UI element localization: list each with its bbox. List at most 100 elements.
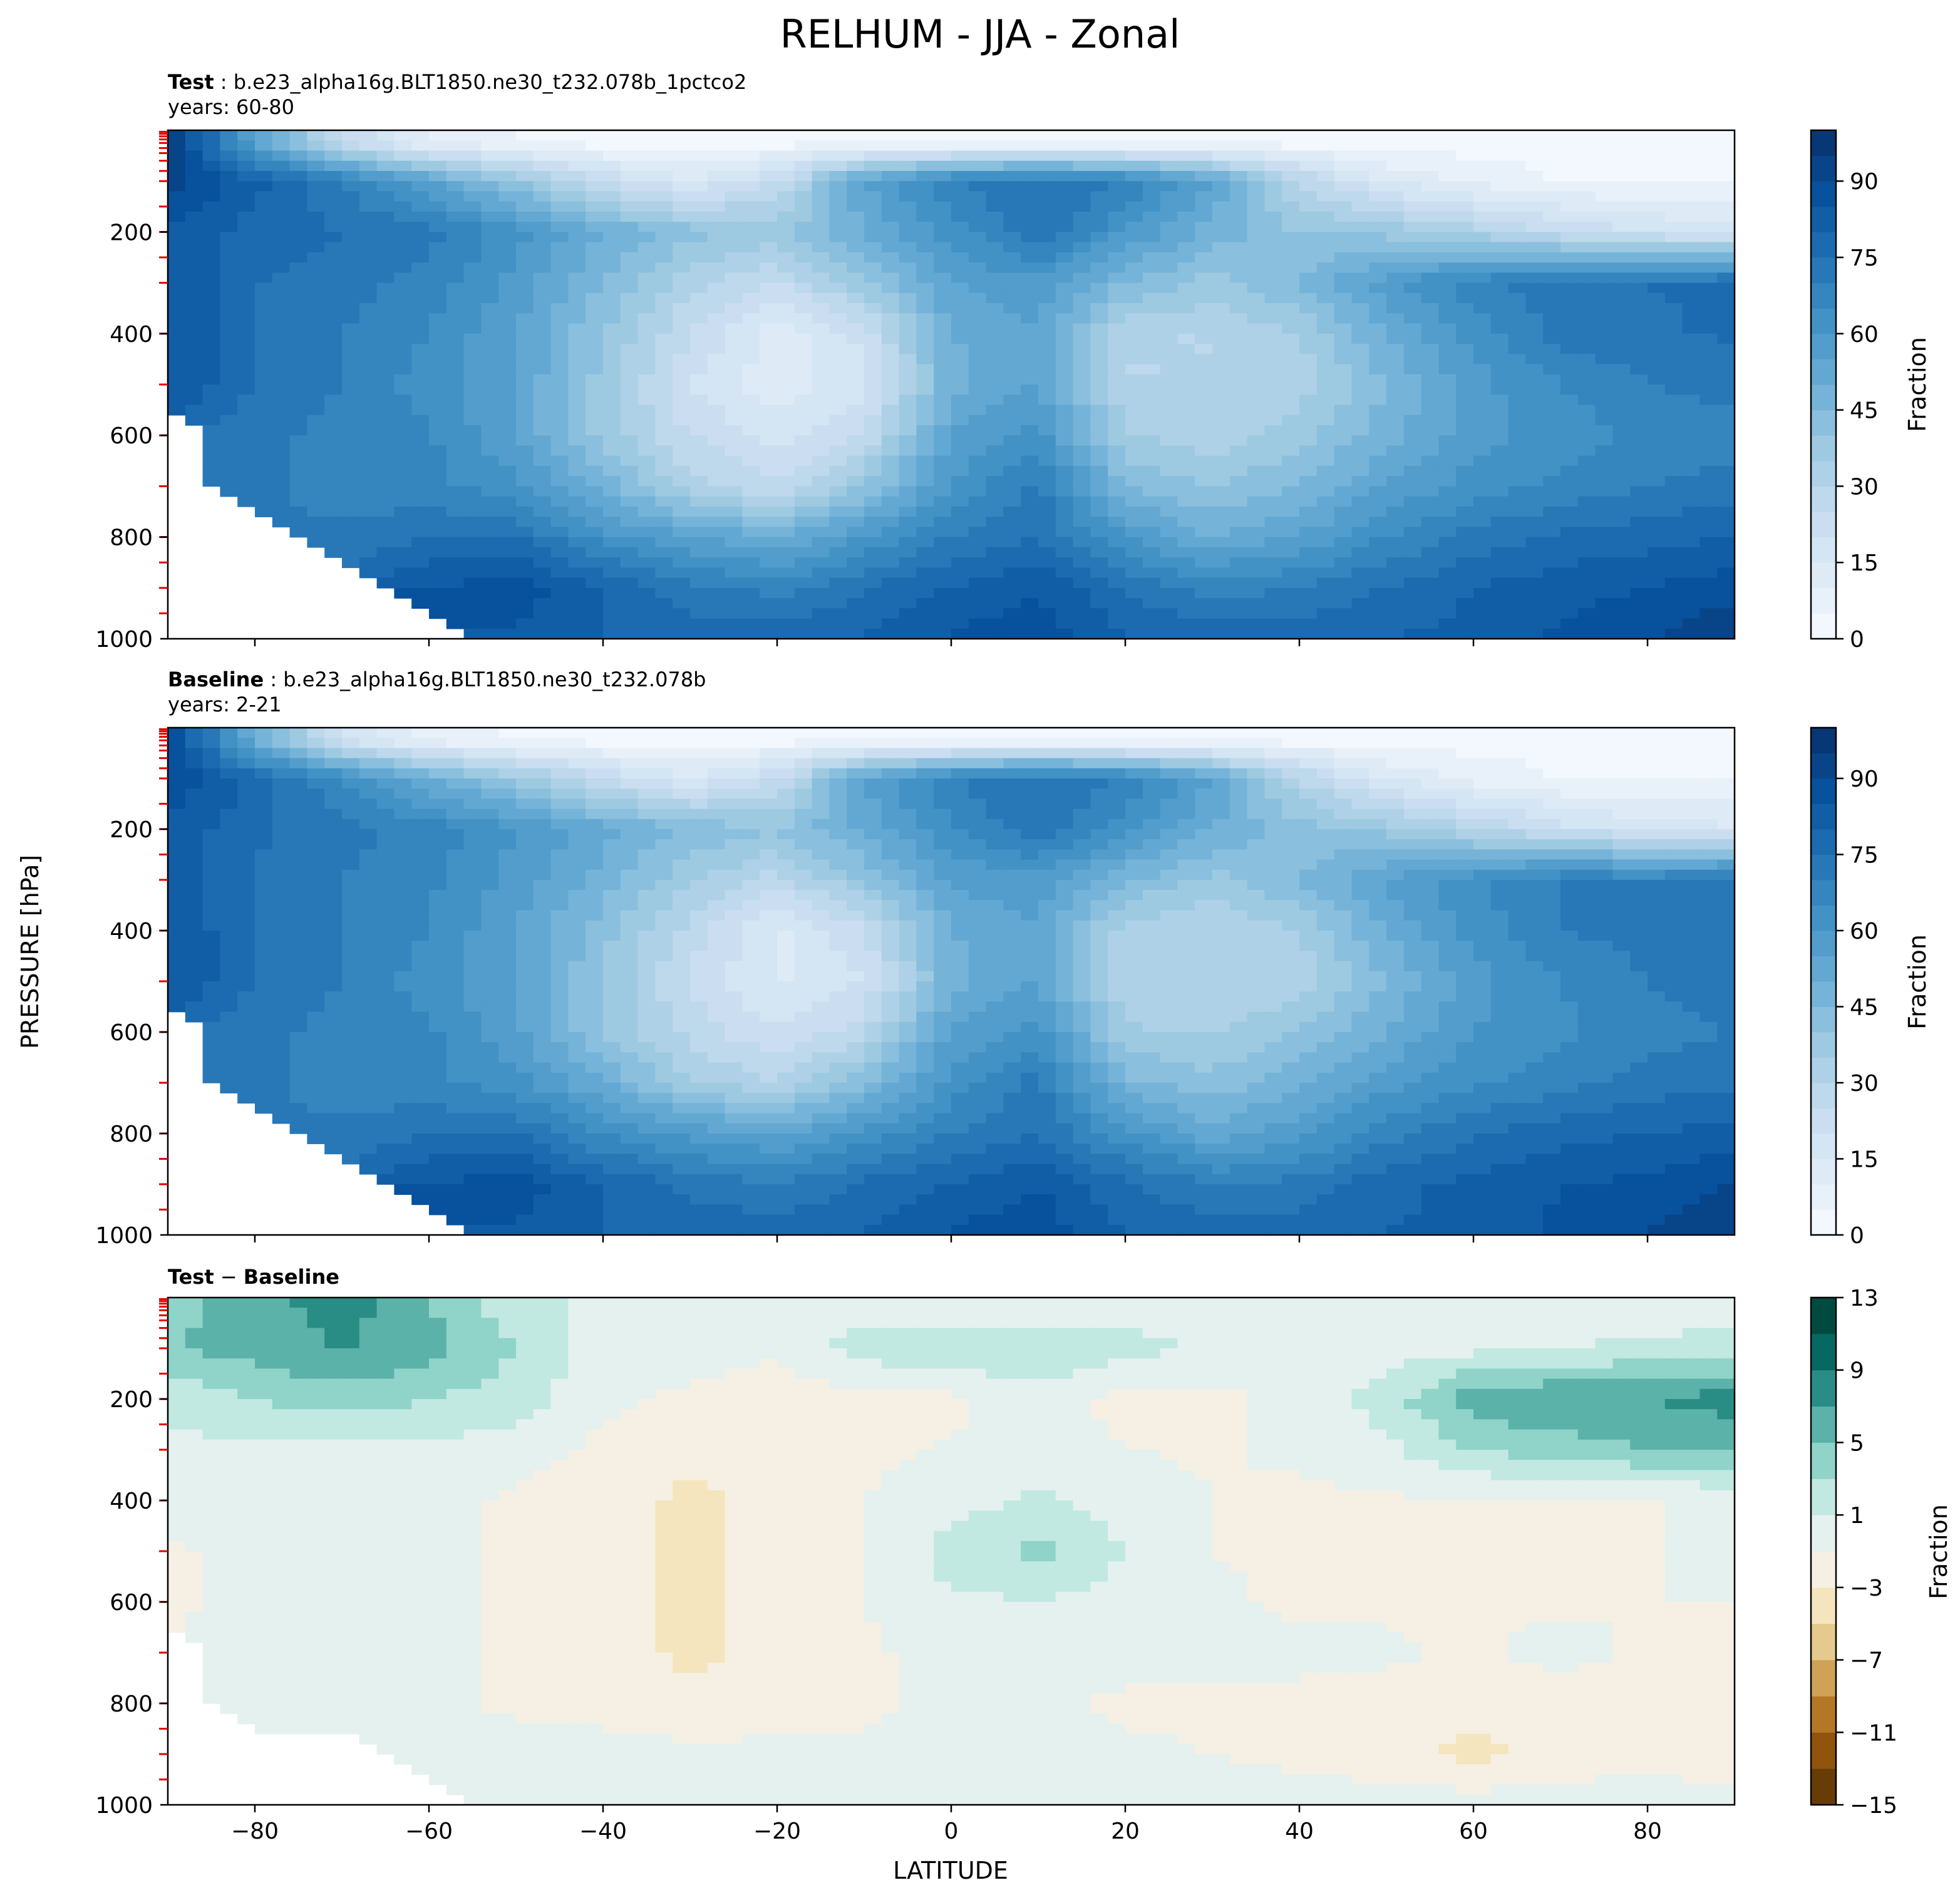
test-field-cell xyxy=(934,232,952,243)
test-field-cell xyxy=(168,395,186,406)
test-field-cell xyxy=(760,435,778,447)
test-field-cell xyxy=(1299,445,1318,457)
test-field-cell xyxy=(1073,364,1091,375)
test-field-cell xyxy=(777,150,795,162)
test-field-cell xyxy=(916,567,934,579)
test-field-cell xyxy=(637,445,656,457)
test-field-cell xyxy=(463,313,482,324)
test-field-cell xyxy=(968,211,987,222)
test-field-cell xyxy=(916,395,934,406)
test-field-cell xyxy=(864,333,882,344)
test-field-cell xyxy=(1160,303,1179,314)
baseline-field-cell xyxy=(794,738,813,749)
test-field-cell xyxy=(934,567,952,579)
test-field-cell xyxy=(1142,577,1161,589)
baseline-field-cell xyxy=(1456,788,1474,800)
test-field-cell xyxy=(899,344,917,355)
test-field-cell xyxy=(794,415,813,426)
test-field-cell xyxy=(1577,445,1596,457)
test-field-cell xyxy=(1682,385,1701,396)
test-field-cell xyxy=(968,150,987,162)
test-field-cell xyxy=(1195,445,1213,457)
test-field-cell xyxy=(1247,140,1266,152)
test-field-cell xyxy=(1577,354,1596,365)
test-field-cell xyxy=(1664,425,1683,436)
test-field-cell xyxy=(1700,537,1718,548)
test-field-cell xyxy=(1473,465,1492,477)
test-field-cell xyxy=(550,222,569,233)
test-field-cell xyxy=(1177,557,1195,569)
test-field-cell xyxy=(916,364,934,375)
baseline-field-cell xyxy=(1212,758,1230,769)
test-field-cell xyxy=(1247,496,1266,507)
test-field-cell xyxy=(568,232,586,243)
test-field-cell xyxy=(481,628,499,639)
test-field-cell xyxy=(655,333,673,344)
test-field-cell xyxy=(1700,354,1718,365)
baseline-field-cell xyxy=(951,748,969,759)
test-field-cell xyxy=(516,385,534,396)
test-field-cell xyxy=(673,395,691,406)
baseline-field-cell xyxy=(289,728,308,738)
baseline-field-cell xyxy=(603,778,621,789)
baseline-field-cell xyxy=(1560,778,1579,789)
test-field-cell xyxy=(429,567,447,579)
test-field-cell xyxy=(1351,527,1369,538)
test-field-cell xyxy=(429,445,447,457)
test-field-cell xyxy=(777,598,795,609)
test-field-cell xyxy=(968,435,987,447)
test-field-cell xyxy=(429,272,447,284)
test-field-cell xyxy=(637,577,656,589)
test-field-cell xyxy=(1108,354,1126,365)
test-field-cell xyxy=(376,170,395,182)
test-field-cell xyxy=(446,587,465,599)
test-field-cell xyxy=(1264,170,1282,182)
baseline-field-cell xyxy=(272,788,291,800)
test-field-cell xyxy=(986,587,1004,599)
test-field-cell xyxy=(446,465,465,477)
test-field-cell xyxy=(1630,262,1648,274)
test-field-cell xyxy=(1560,608,1579,619)
test-field-cell xyxy=(516,395,534,406)
test-field-cell xyxy=(1543,537,1561,548)
baseline-field-cell xyxy=(603,748,621,759)
test-field-cell xyxy=(881,517,900,528)
test-field-cell xyxy=(829,557,847,569)
test-field-cell xyxy=(1090,282,1108,294)
test-field-cell xyxy=(376,130,395,142)
test-field-cell xyxy=(481,587,499,599)
test-field-cell xyxy=(342,405,360,416)
test-field-cell xyxy=(202,272,221,284)
baseline-field-cell xyxy=(864,728,882,738)
test-field-cell xyxy=(1073,537,1091,548)
test-field-cell xyxy=(1369,150,1387,162)
test-field-cell xyxy=(359,405,378,416)
test-field-cell xyxy=(307,385,325,396)
test-field-cell xyxy=(1682,222,1701,233)
test-field-cell xyxy=(1456,557,1474,569)
test-field-cell xyxy=(1543,191,1561,202)
test-field-cell xyxy=(760,130,778,142)
test-field-cell xyxy=(1403,232,1422,243)
test-field-cell xyxy=(829,445,847,457)
baseline-field-cell xyxy=(394,748,412,759)
test-field-cell xyxy=(812,628,830,639)
test-field-cell xyxy=(707,303,726,314)
test-field-cell xyxy=(168,140,186,152)
test-field-cell xyxy=(1577,130,1596,142)
test-field-cell xyxy=(899,517,917,528)
baseline-field-cell xyxy=(255,748,273,759)
test-field-cell xyxy=(1595,160,1614,172)
test-field-cell xyxy=(498,262,517,274)
test-field-cell xyxy=(1717,140,1735,152)
test-field-cell xyxy=(1700,455,1718,467)
test-field-cell xyxy=(1195,130,1213,142)
baseline-field-cell xyxy=(1038,788,1056,800)
test-field-cell xyxy=(533,252,552,263)
baseline-field-cell xyxy=(1021,778,1039,789)
test-field-cell xyxy=(411,160,430,172)
baseline-field-cell xyxy=(1386,738,1405,749)
test-field-cell xyxy=(550,181,569,192)
test-field-cell xyxy=(1108,415,1126,426)
test-field-cell xyxy=(986,618,1004,629)
